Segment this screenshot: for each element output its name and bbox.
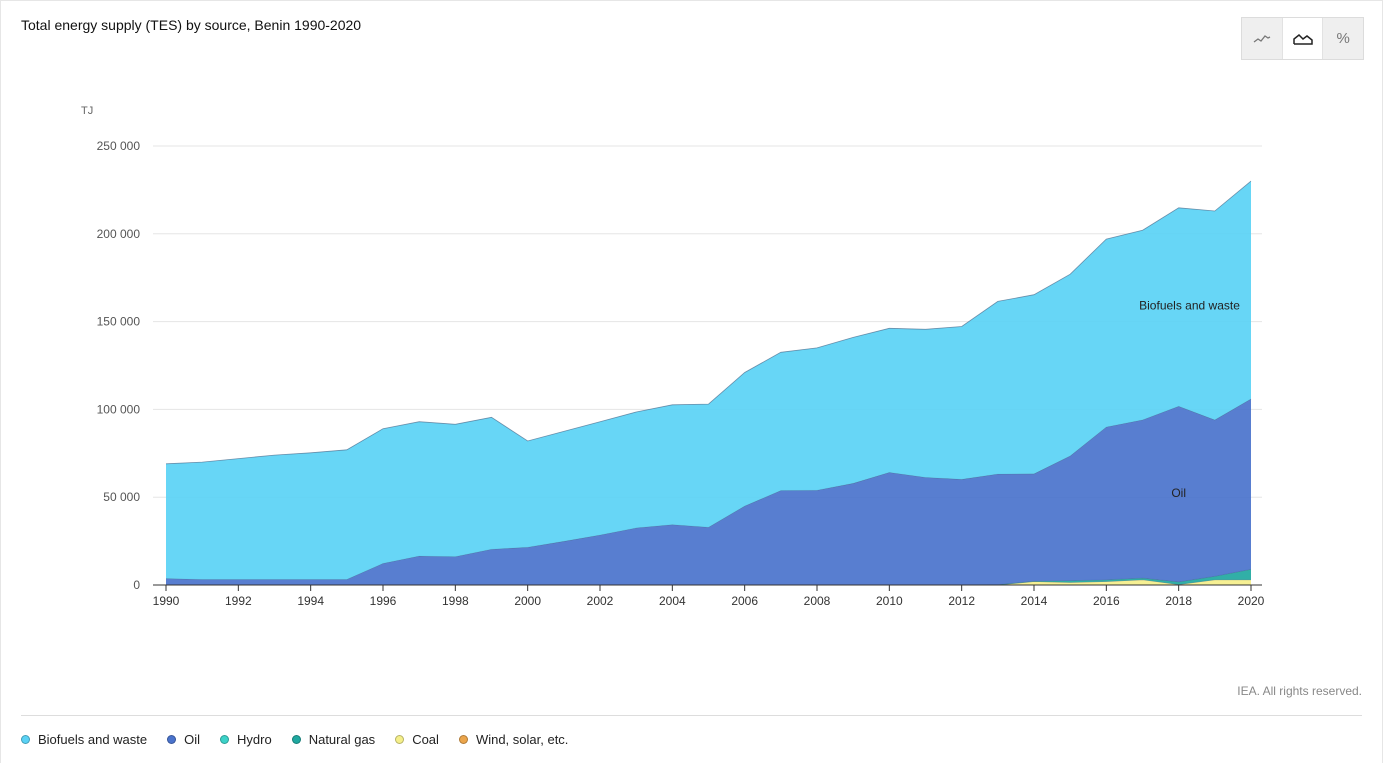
x-tick-label: 1998 <box>442 594 469 608</box>
line-chart-button[interactable] <box>1242 18 1282 59</box>
y-tick-label: 200 000 <box>97 227 141 241</box>
x-tick-label: 2018 <box>1165 594 1192 608</box>
x-tick-label: 2008 <box>804 594 831 608</box>
y-tick-label: 250 000 <box>97 139 141 153</box>
x-tick-label: 1996 <box>370 594 397 608</box>
area-biofuels-and-waste <box>166 181 1251 580</box>
y-axis-unit: TJ <box>81 105 93 117</box>
area-chart-icon <box>1292 33 1313 45</box>
area-oil <box>166 398 1251 585</box>
legend-item-wind-solar[interactable]: Wind, solar, etc. <box>458 732 569 747</box>
legend-item-natural-gas[interactable]: Natural gas <box>291 732 376 747</box>
legend-swatch <box>458 735 468 744</box>
legend-label: Hydro <box>237 732 272 747</box>
chart-type-toggle: % <box>1241 17 1364 60</box>
legend-swatch <box>291 735 301 744</box>
legend-item-coal[interactable]: Coal <box>395 732 439 747</box>
y-tick-label: 50 000 <box>103 490 140 504</box>
y-tick-label: 0 <box>133 578 140 592</box>
legend-label: Wind, solar, etc. <box>475 732 569 747</box>
percent-button[interactable]: % <box>1322 18 1363 59</box>
x-tick-label: 2020 <box>1238 594 1265 608</box>
legend-swatch <box>395 735 405 744</box>
percent-icon: % <box>1336 30 1350 47</box>
area-chart-button[interactable] <box>1281 18 1323 59</box>
x-tick-label: 2010 <box>876 594 903 608</box>
x-tick-label: 2002 <box>587 594 614 608</box>
x-tick-label: 2012 <box>948 594 975 608</box>
legend-label: Oil <box>184 732 201 747</box>
x-tick-label: 1994 <box>297 594 324 608</box>
legend-item-oil[interactable]: Oil <box>167 732 200 747</box>
legend-label: Coal <box>412 732 439 747</box>
legend-divider <box>21 715 1362 716</box>
chart-title: Total energy supply (TES) by source, Ben… <box>21 17 362 33</box>
series-annotation: Biofuels and waste <box>1139 298 1240 312</box>
legend-item-hydro[interactable]: Hydro <box>220 732 272 747</box>
x-tick-label: 2016 <box>1093 594 1120 608</box>
legend-swatch <box>21 735 30 744</box>
y-tick-label: 150 000 <box>97 315 141 329</box>
line-chart-icon <box>1253 34 1271 43</box>
legend: Biofuels and waste Oil Hydro Natural gas… <box>21 732 588 747</box>
x-tick-label: 1992 <box>225 594 252 608</box>
x-tick-label: 2004 <box>659 594 686 608</box>
y-tick-label: 100 000 <box>97 402 141 416</box>
x-tick-label: 2000 <box>514 594 541 608</box>
x-tick-label: 2006 <box>731 594 758 608</box>
x-tick-label: 2014 <box>1021 594 1048 608</box>
legend-label: Natural gas <box>308 732 376 747</box>
credit-text: IEA. All rights reserved. <box>1237 684 1362 698</box>
legend-item-biofuels[interactable]: Biofuels and waste <box>21 732 147 747</box>
series-annotation: Oil <box>1171 486 1186 500</box>
legend-swatch <box>220 735 230 744</box>
legend-label: Biofuels and waste <box>38 732 148 747</box>
x-tick-label: 1990 <box>153 594 180 608</box>
line-biofuels-and-waste <box>165 180 1252 465</box>
legend-swatch <box>167 735 177 744</box>
area-coal <box>166 579 1251 585</box>
